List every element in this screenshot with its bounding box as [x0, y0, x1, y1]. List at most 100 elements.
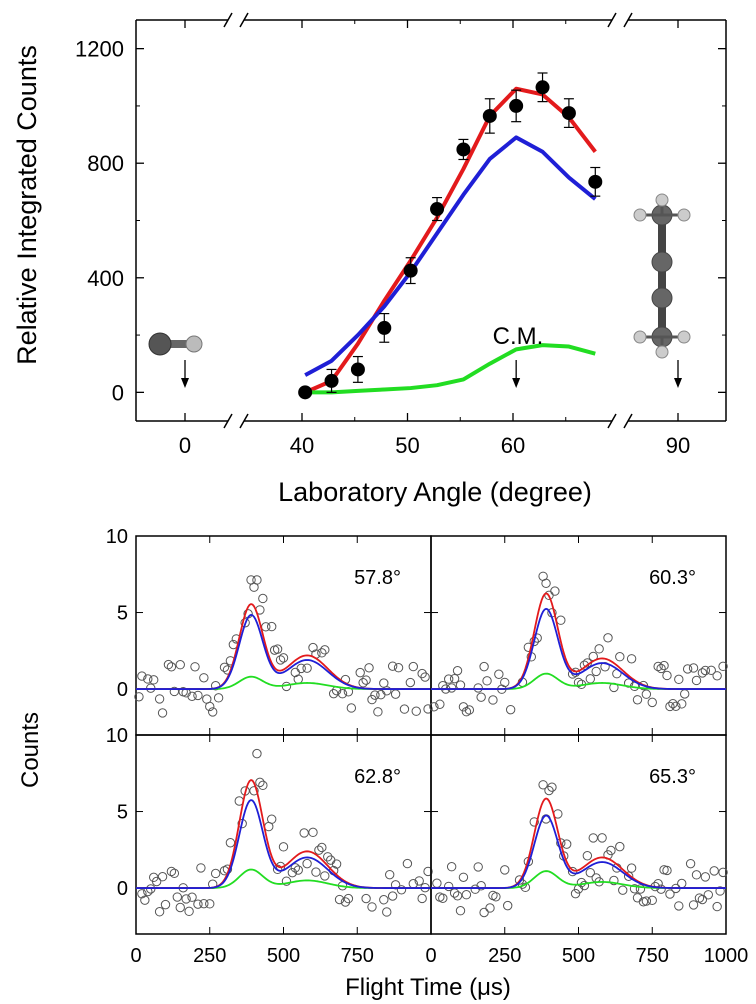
tof-data-point: [296, 663, 306, 674]
x-tick-label: 250: [193, 945, 226, 967]
tof-data-point: [691, 870, 702, 880]
arrow-head: [674, 378, 682, 388]
top-points: [298, 72, 603, 400]
tof-data-point: [671, 701, 681, 712]
tof-data-point: [464, 705, 475, 715]
tof-data-point: [417, 668, 427, 679]
tof-data-point: [449, 673, 460, 684]
bottom-xlabel: Flight Time (μs): [345, 974, 511, 1001]
tof-data-point: [379, 895, 389, 905]
tof-data-point: [452, 665, 463, 676]
hydrogen-atom: [677, 330, 691, 344]
tof-data-point: [414, 876, 424, 886]
y-tick-label: 10: [106, 725, 128, 747]
tof-data-point: [320, 645, 330, 655]
tof-data-point: [137, 671, 147, 681]
tof-data-point: [417, 893, 427, 904]
tof-data-point: [240, 618, 250, 628]
tof-data-point: [556, 838, 566, 848]
top-lines: [304, 86, 597, 395]
tof-data-point: [626, 654, 637, 664]
tof-data-point: [458, 872, 469, 882]
arrow-head: [512, 378, 521, 388]
tof-data-point: [505, 704, 516, 715]
tof-data-point: [137, 889, 147, 899]
tof-data-point: [320, 871, 330, 881]
tof-data-point: [706, 665, 716, 676]
tof-data-point: [641, 896, 652, 906]
tof-data-point: [323, 852, 333, 862]
tof-data-point: [446, 683, 457, 693]
tof-data-point: [361, 675, 371, 685]
y-tick-label: 0: [117, 878, 128, 900]
hydrogen-atom: [677, 208, 691, 222]
y-tick-label: 400: [87, 266, 124, 291]
data-point: [430, 202, 445, 217]
tof-data-point: [688, 663, 699, 673]
tof-data-point: [405, 677, 416, 688]
top-ylabel: Relative Integrated Counts: [12, 45, 42, 365]
tof-data-point: [311, 867, 321, 877]
tof-data-point: [163, 659, 174, 670]
tof-data-point: [255, 777, 265, 788]
diatomic-molecule-icon: [148, 332, 203, 356]
tof-data-point: [423, 704, 433, 714]
tof-data-point: [653, 661, 663, 672]
tof-data-point: [444, 881, 454, 892]
tof-data-point: [455, 906, 466, 916]
tof-data-point: [408, 661, 418, 672]
tof-data-point: [585, 867, 595, 878]
carbon-atom: [651, 251, 673, 273]
axis-break-mark: [223, 413, 233, 429]
tof-data-point: [213, 693, 224, 703]
x-tick-label: 50: [395, 433, 419, 458]
tof-data-point: [343, 893, 354, 904]
tof-panel: 62.8°: [135, 734, 433, 935]
tof-data-point: [258, 593, 268, 604]
tof-data-point: [196, 863, 206, 873]
tof-data-point: [258, 780, 268, 791]
tof-data-point: [688, 900, 699, 910]
tof-data-point: [556, 615, 566, 625]
cm-annotation: C.M.: [493, 323, 544, 350]
tof-data-point: [606, 845, 616, 856]
tof-data-point: [485, 903, 495, 913]
tof-data-point: [399, 704, 410, 714]
tof-data-point: [396, 885, 407, 895]
x-tick-label: 0: [179, 433, 191, 458]
y-tick-label: 0: [112, 380, 124, 405]
tof-data-point: [385, 869, 395, 880]
hydrogen-atom: [633, 208, 647, 222]
tof-data-point: [411, 706, 421, 716]
hydrogen-atom: [655, 193, 669, 207]
tof-data-point: [387, 661, 398, 671]
tof-data-point: [473, 862, 483, 872]
chain-bond: [658, 210, 666, 342]
panel-frame: [430, 535, 727, 736]
tof-data-point: [435, 699, 445, 709]
data-point: [482, 108, 497, 123]
blue-fit-curve: [136, 799, 431, 889]
bond: [160, 340, 194, 348]
tof-data-point: [473, 683, 483, 693]
data-point: [588, 174, 603, 189]
tof-data-point: [585, 674, 595, 684]
tof-data-point: [709, 866, 719, 876]
tof-data-point: [659, 660, 669, 671]
red-fit-curve: [136, 603, 431, 690]
tof-data-point: [623, 871, 634, 881]
tof-data-point: [458, 702, 469, 712]
tof-data-point: [618, 885, 628, 895]
tof-data-point: [151, 876, 162, 887]
panel-angle-label: 65.3°: [649, 766, 696, 788]
hydrogen-atom: [633, 330, 647, 344]
tof-data-point: [452, 891, 463, 901]
tof-data-point: [629, 884, 640, 894]
tof-data-point: [529, 817, 539, 827]
tof-data-point: [181, 894, 191, 904]
axis-break-mark: [223, 12, 233, 28]
tof-data-point: [461, 890, 472, 900]
tof-data-point: [718, 867, 728, 878]
tof-data-point: [547, 782, 557, 792]
tof-data-point: [603, 633, 613, 643]
